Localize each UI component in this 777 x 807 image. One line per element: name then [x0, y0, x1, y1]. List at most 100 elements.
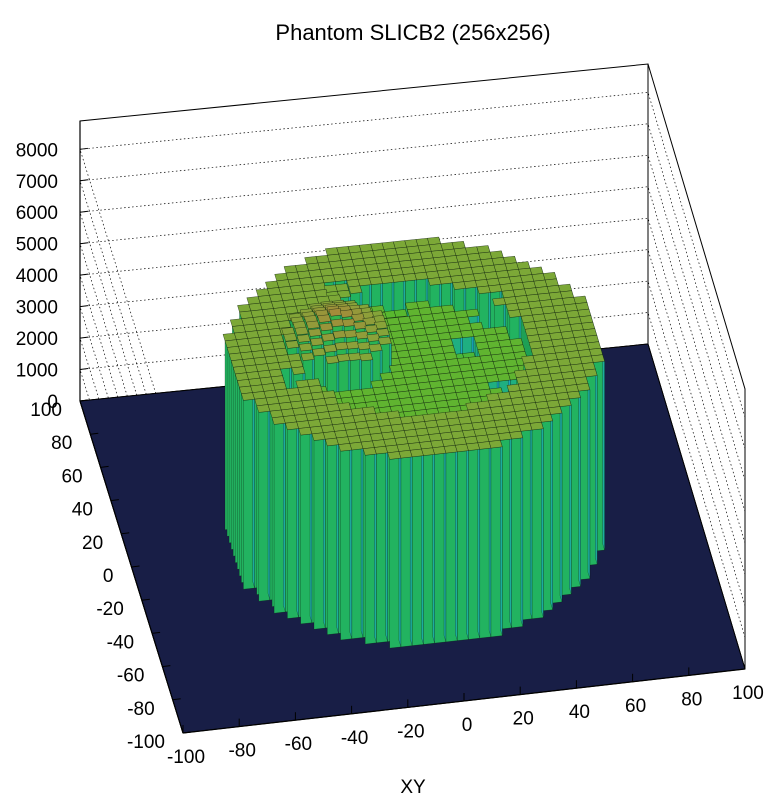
- bar-top-face: [379, 425, 394, 434]
- bar-top-face: [537, 407, 551, 416]
- bar-top-face: [497, 391, 512, 400]
- bar-top-face: [289, 284, 304, 294]
- bar-top-face: [460, 422, 475, 432]
- bar-top-face: [413, 328, 427, 337]
- y-tick: [100, 465, 109, 468]
- bar-top-face: [396, 350, 411, 359]
- bar-top-face: [503, 296, 518, 305]
- bar-top-face: [429, 305, 444, 315]
- bar-top-face: [444, 255, 459, 264]
- bar-top-face: [565, 384, 579, 393]
- bar-top-face: [394, 343, 409, 352]
- bar-side-face: [509, 432, 512, 628]
- bar-top-face: [551, 379, 566, 388]
- bar-top-face: [295, 264, 309, 273]
- bar-top-face: [531, 388, 546, 397]
- bar-top-face: [361, 387, 376, 396]
- bar-top-face: [388, 417, 403, 426]
- bar-top-face: [305, 320, 320, 329]
- bar-top-face: [354, 420, 369, 430]
- bar-top-face: [284, 305, 299, 315]
- surface-bar: [466, 442, 481, 640]
- z-tick: [79, 336, 89, 339]
- bar-top-face: [277, 320, 292, 329]
- bar-top-face: [349, 389, 364, 398]
- bar-top-face: [465, 308, 480, 318]
- bar-top-face: [365, 263, 379, 272]
- bar-top-face: [331, 267, 345, 276]
- bar-top-face: [464, 383, 479, 392]
- x-tick-label: -40: [341, 728, 368, 749]
- bar-top-face: [520, 274, 535, 283]
- bar-top-face: [315, 255, 330, 264]
- bar-top-face: [361, 250, 375, 259]
- bar-top-face: [366, 333, 381, 342]
- bar-top-face: [488, 440, 503, 449]
- bar-top-face: [237, 304, 252, 313]
- bar-top-face: [427, 236, 441, 245]
- bar-top-face: [321, 333, 336, 342]
- bar-top-face: [364, 413, 378, 422]
- bar-top-face: [297, 270, 311, 279]
- bar-top-face: [257, 295, 272, 304]
- x-tick-label: -80: [228, 741, 255, 762]
- bar-top-face: [395, 246, 409, 255]
- bar-side-face: [296, 421, 299, 618]
- y-tick-label: 0: [103, 566, 114, 587]
- bar-top-face: [389, 364, 403, 373]
- bar-top-face: [469, 322, 484, 331]
- bar-top-face: [353, 321, 368, 330]
- bar-top-face: [338, 252, 353, 261]
- bar-top-face: [283, 265, 298, 274]
- bar-top-face: [418, 307, 433, 316]
- bar-top-face: [305, 412, 320, 421]
- bar-top-face: [367, 270, 381, 279]
- bar-top-face: [448, 268, 463, 277]
- bar-top-face: [374, 255, 389, 264]
- y-tick-label: -100: [127, 732, 165, 753]
- bar-top-face: [476, 285, 491, 294]
- bar-top-face: [408, 389, 423, 398]
- bar-top-face: [529, 266, 544, 275]
- bar-top-face: [310, 337, 324, 346]
- bar-top-face: [222, 332, 237, 342]
- bar-top-face: [251, 350, 266, 359]
- bar-top-face: [440, 379, 455, 388]
- bar-top-face: [534, 360, 549, 369]
- z-tick: [79, 210, 89, 213]
- y-tick: [90, 432, 99, 435]
- bar-top-face: [445, 358, 460, 367]
- bar-top-face: [407, 348, 422, 358]
- surface-bar: [477, 441, 492, 639]
- y-tick-label: 40: [72, 500, 93, 521]
- bar-top-face: [419, 388, 434, 397]
- x-tick-label: -20: [397, 721, 424, 742]
- bar-top-face: [547, 325, 562, 334]
- bar-top-face: [485, 374, 500, 383]
- bar-top-face: [248, 302, 263, 312]
- bar-top-face: [415, 238, 430, 247]
- bar-top-face: [443, 311, 457, 320]
- bar-top-face: [323, 344, 338, 353]
- bar-side-face: [267, 404, 271, 601]
- bar-top-face: [241, 317, 256, 326]
- bar-top-face: [566, 350, 581, 359]
- surface-bar: [421, 447, 435, 645]
- bar-top-face: [297, 386, 312, 395]
- bar-side-face: [410, 450, 413, 646]
- bar-top-face: [339, 409, 354, 418]
- bar-top-face: [455, 391, 470, 400]
- bar-top-face: [470, 362, 485, 371]
- bar-top-face: [260, 342, 275, 351]
- bar-top-face: [339, 309, 354, 318]
- bar-top-face: [377, 336, 392, 345]
- bar-top-face: [255, 363, 270, 372]
- surface-bar: [539, 414, 553, 612]
- bar-top-face: [523, 402, 538, 411]
- y-tick: [172, 698, 181, 701]
- bar-top-face: [541, 346, 556, 355]
- bar-top-face: [508, 275, 523, 284]
- bar-top-face: [427, 277, 442, 286]
- bar-side-face: [349, 443, 353, 639]
- bar-top-face: [463, 280, 478, 289]
